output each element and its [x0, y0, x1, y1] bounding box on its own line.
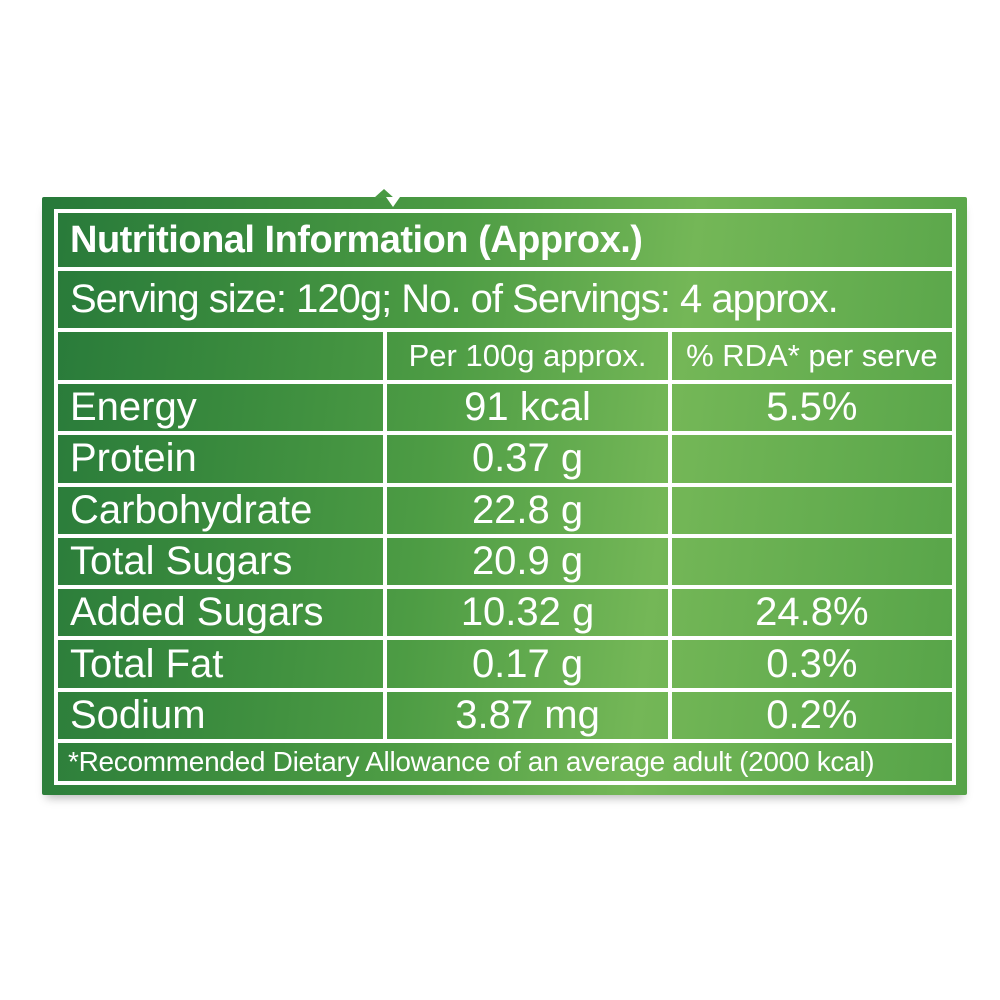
per-100g-value: 22.8 g [383, 486, 667, 534]
nutrient-name: Sodium [70, 692, 206, 737]
footnote-row: *Recommended Dietary Allowance of an ave… [58, 743, 952, 781]
table-row: Total Sugars 20.9 g [58, 537, 952, 590]
rda-value: 24.8% [667, 589, 952, 637]
per-100g-value: 91 kcal [383, 384, 667, 432]
per-100g-value: 0.37 g [383, 435, 667, 483]
nutrient-name: Total Sugars [70, 538, 293, 583]
per-100g-value: 10.32 g [383, 589, 667, 637]
rda-footnote: *Recommended Dietary Allowance of an ave… [68, 745, 875, 777]
serving-info-row: Serving size: 120g; No. of Servings: 4 a… [58, 271, 952, 332]
rda-value [667, 537, 952, 586]
table-title: Nutritional Information (Approx.) [70, 218, 643, 261]
table-row: Carbohydrate 22.8 g [58, 486, 952, 538]
rda-value: 0.3% [667, 640, 952, 688]
per-100g-value: 3.87 mg [383, 691, 667, 739]
rda-value [667, 435, 952, 483]
column-header-row: Per 100g approx. % RDA* per serve [58, 332, 952, 384]
nutrient-name: Energy [70, 385, 197, 430]
leaf-notch-decoration [386, 197, 400, 207]
nutrition-facts-panel: Nutritional Information (Approx.) Servin… [42, 189, 967, 795]
serving-info: Serving size: 120g; No. of Servings: 4 a… [70, 277, 839, 321]
header-per-100g-column: Per 100g approx. [383, 332, 667, 380]
per-100g-value: 20.9 g [383, 537, 667, 586]
table-row: Protein 0.37 g [58, 435, 952, 487]
leaf-tip-decoration [374, 189, 394, 198]
header-rda-column: % RDA* per serve [667, 332, 952, 380]
nutrient-name: Protein [70, 436, 197, 481]
header-nutrient-column [58, 332, 383, 380]
nutrient-name: Carbohydrate [70, 487, 313, 532]
nutrient-name: Added Sugars [70, 590, 324, 635]
table-row: Added Sugars 10.32 g 24.8% [58, 589, 952, 641]
table-row: Energy 91 kcal 5.5% [58, 384, 952, 436]
rda-value [667, 486, 952, 534]
rda-value: 0.2% [667, 691, 952, 739]
table-title-row: Nutritional Information (Approx.) [58, 213, 952, 271]
nutrition-table: Nutritional Information (Approx.) Servin… [54, 209, 956, 785]
table-row: Sodium 3.87 mg 0.2% [58, 691, 952, 743]
per-100g-value: 0.17 g [383, 640, 667, 688]
nutrient-name: Total Fat [70, 641, 224, 686]
rda-value: 5.5% [667, 384, 952, 432]
table-row: Total Fat 0.17 g 0.3% [58, 640, 952, 692]
